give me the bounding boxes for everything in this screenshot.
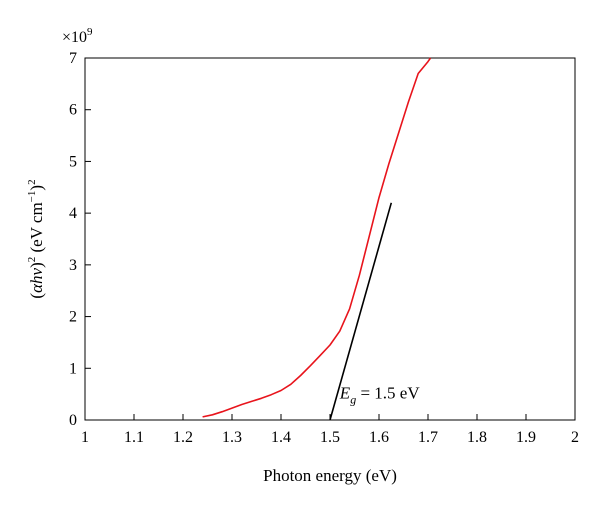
x-tick-label: 1.3 [222, 429, 242, 446]
y-tick-label: 3 [69, 257, 77, 274]
y-multiplier: ×109 [62, 26, 93, 46]
y-tick-label: 0 [69, 412, 77, 429]
y-tick-label: 4 [69, 205, 77, 222]
x-tick-label: 1.7 [418, 429, 438, 446]
tangent-line [329, 202, 393, 421]
y-tick-label: 2 [69, 309, 77, 326]
y-axis-title: (αhν)2 (eV cm−1)2 [26, 179, 46, 298]
y-tick-label: 7 [69, 50, 77, 67]
x-tick-label: 1.5 [320, 429, 340, 446]
absorption-curve [202, 57, 432, 418]
x-tick-label: 1.6 [369, 429, 389, 446]
x-tick-label: 1.8 [467, 429, 487, 446]
x-axis-title: Photon energy (eV) [263, 466, 397, 485]
x-tick-label: 1.2 [173, 429, 193, 446]
x-tick-label: 1.1 [124, 429, 144, 446]
plot-frame [84, 57, 576, 421]
y-tick-label: 6 [69, 102, 77, 119]
bandgap-annotation: Eg = 1.5 eV [339, 383, 421, 406]
x-tick-label: 1.4 [271, 429, 291, 446]
x-tick-label: 1.9 [516, 429, 536, 446]
x-tick-label: 1 [81, 429, 89, 446]
y-tick-label: 1 [69, 360, 77, 377]
y-tick-label: 5 [69, 153, 77, 170]
series-layer [202, 57, 432, 421]
x-tick-label: 2 [571, 429, 579, 446]
